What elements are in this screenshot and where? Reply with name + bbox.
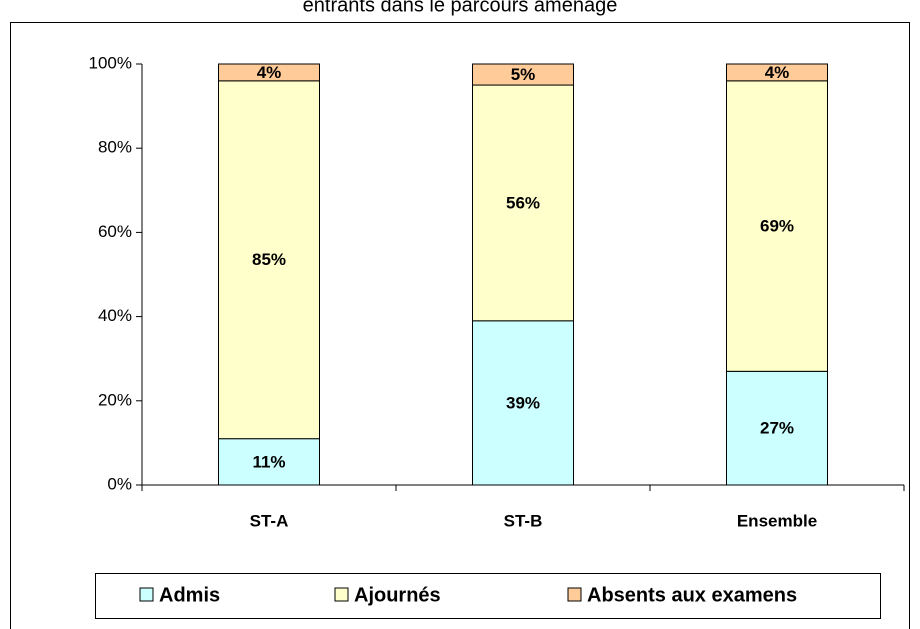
y-tick-label: 20% (98, 390, 132, 409)
y-tick-label: 60% (98, 222, 132, 241)
bar-segment (472, 63, 574, 86)
bar-segment (218, 438, 320, 486)
y-tick-label: 0% (107, 474, 132, 493)
bar-segment (472, 84, 574, 322)
bar-segment (726, 370, 828, 486)
legend-swatch (139, 587, 154, 602)
x-tick-label: ST-A (250, 511, 289, 530)
bar-segment (218, 63, 320, 82)
y-tick-label: 40% (98, 306, 132, 325)
data-label: 39% (506, 393, 540, 412)
data-label: 69% (760, 217, 794, 236)
data-label: 27% (760, 419, 794, 438)
legend-label: Absents aux examens (587, 584, 797, 606)
legend-swatch (334, 587, 349, 602)
legend-label: Admis (159, 584, 220, 606)
bar-segment (218, 80, 320, 440)
data-label: 5% (511, 65, 536, 84)
x-tick-label: Ensemble (737, 511, 817, 530)
bar-segment (726, 63, 828, 82)
data-label: 56% (506, 193, 540, 212)
data-label: 11% (252, 452, 285, 471)
y-tick-label: 80% (98, 138, 132, 157)
legend-label: Ajournés (354, 584, 441, 606)
y-tick-label: 100% (89, 53, 132, 72)
data-label: 85% (252, 250, 286, 269)
bar-segment (726, 80, 828, 372)
data-label: 4% (257, 63, 282, 82)
legend-swatch (567, 587, 582, 602)
chart-title: entrants dans le parcours aménagé (303, 0, 618, 16)
data-label: 4% (765, 63, 790, 82)
x-tick-label: ST-B (504, 511, 543, 530)
legend-box (95, 573, 881, 619)
